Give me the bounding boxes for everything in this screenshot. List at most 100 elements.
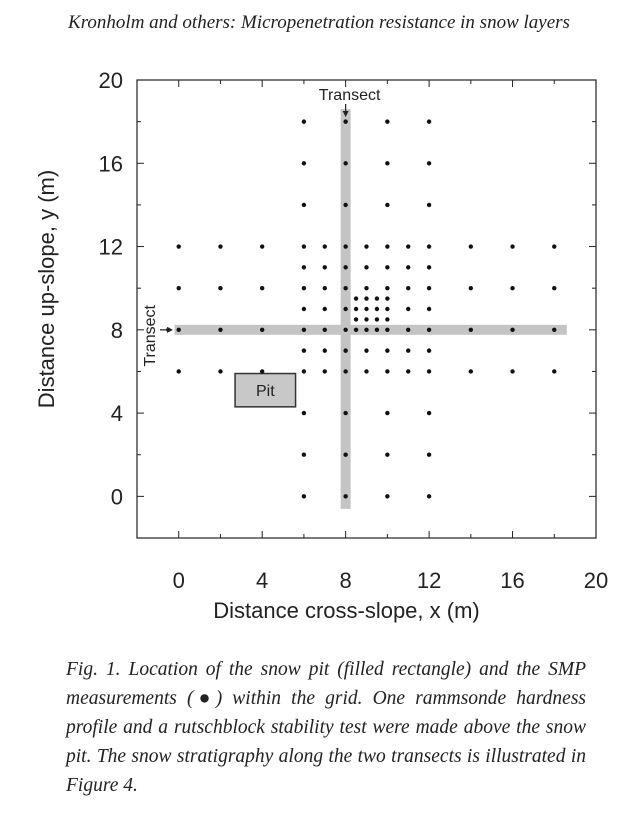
- smp-point: [176, 327, 181, 333]
- smp-point: [343, 265, 348, 270]
- smp-point: [353, 317, 359, 322]
- smp-point: [353, 306, 359, 312]
- smp-point: [364, 244, 369, 249]
- smp-point: [385, 119, 390, 124]
- smp-point: [426, 265, 432, 270]
- smp-points: [166, 119, 557, 499]
- smp-point: [406, 285, 411, 291]
- figure-caption: Fig. 1. Location of the snow pit (filled…: [66, 659, 586, 796]
- smp-point: [353, 296, 359, 301]
- smp-point: [176, 285, 181, 291]
- smp-point: [385, 306, 390, 312]
- smp-point: [322, 369, 327, 374]
- y-axis-title: Distance up-slope, y (m): [34, 170, 59, 408]
- smp-point: [406, 327, 411, 333]
- x-tick-label: 4: [256, 568, 268, 593]
- smp-point: [385, 317, 390, 322]
- plot-border: [136, 79, 597, 539]
- smp-point: [385, 327, 390, 333]
- plot-frame: [136, 79, 597, 539]
- pit-label: Pit: [256, 383, 275, 400]
- smp-point: [406, 369, 411, 374]
- smp-point: [301, 306, 307, 312]
- smp-point: [406, 244, 411, 249]
- smp-point: [468, 369, 474, 374]
- snow-grid-scatter-plot: Pit Transect Transect 0 4 8 12 16 20 0 4 8 12 16 20 Di…: [34, 68, 608, 623]
- vertical-transect-arrowhead: [342, 111, 349, 117]
- smp-point: [218, 244, 223, 249]
- smp-point: [364, 317, 369, 322]
- smp-point: [364, 265, 369, 270]
- smp-point: [301, 202, 307, 208]
- smp-point: [301, 452, 307, 457]
- smp-point: [552, 244, 557, 249]
- y-tick-label: 4: [111, 401, 123, 426]
- x-tick-label: 0: [173, 568, 185, 593]
- smp-point: [364, 296, 369, 301]
- transect-bands: [174, 109, 567, 509]
- smp-point: [259, 244, 265, 249]
- smp-point: [385, 161, 390, 166]
- smp-point: [406, 306, 411, 312]
- smp-point: [301, 348, 307, 353]
- horizontal-transect-arrowhead: [167, 326, 173, 333]
- smp-point: [385, 244, 390, 249]
- smp-point: [343, 327, 348, 333]
- x-tick-label: 12: [417, 568, 441, 593]
- smp-point: [406, 348, 411, 353]
- horizontal-transect-band: [174, 324, 567, 335]
- smp-point: [218, 327, 223, 333]
- smp-point: [322, 244, 327, 249]
- smp-point: [259, 369, 265, 374]
- smp-point: [301, 494, 307, 499]
- smp-point: [385, 452, 390, 457]
- smp-point: [552, 327, 557, 333]
- smp-point: [353, 327, 359, 333]
- smp-point: [510, 285, 515, 291]
- smp-point: [176, 244, 181, 249]
- smp-point: [176, 369, 181, 374]
- snow-pit: Pit: [234, 372, 297, 408]
- smp-point: [364, 306, 369, 312]
- smp-point: [343, 306, 348, 312]
- smp-point: [374, 317, 380, 322]
- smp-point: [343, 410, 348, 416]
- smp-point: [426, 161, 432, 166]
- smp-point: [385, 202, 390, 208]
- smp-point: [343, 452, 348, 457]
- smp-point: [426, 348, 432, 353]
- smp-point: [374, 296, 380, 301]
- x-axis-title: Distance cross-slope, x (m): [213, 598, 480, 623]
- smp-point: [364, 285, 369, 291]
- smp-point: [218, 285, 223, 291]
- smp-point: [301, 410, 307, 416]
- smp-point: [364, 348, 369, 353]
- smp-point: [552, 285, 557, 291]
- smp-point: [343, 119, 348, 124]
- smp-point: [510, 369, 515, 374]
- smp-point: [426, 202, 432, 208]
- smp-point: [343, 348, 348, 353]
- smp-point: [301, 161, 307, 166]
- pit-rectangle: [234, 372, 297, 408]
- smp-point: [364, 327, 369, 333]
- smp-point: [301, 369, 307, 374]
- smp-point: [385, 265, 390, 270]
- smp-point: [322, 348, 327, 353]
- smp-point: [426, 244, 432, 249]
- smp-point: [259, 285, 265, 291]
- smp-point: [385, 348, 390, 353]
- smp-point: [385, 494, 390, 499]
- smp-point: [385, 369, 390, 374]
- smp-point: [322, 306, 327, 312]
- smp-point: [343, 202, 348, 208]
- vertical-transect-label: Transect: [319, 87, 381, 104]
- x-tick-label: 8: [340, 568, 352, 593]
- smp-point: [426, 494, 432, 499]
- smp-point: [343, 285, 348, 291]
- smp-point: [343, 494, 348, 499]
- smp-point: [343, 369, 348, 374]
- smp-point: [468, 285, 474, 291]
- y-tick-label: 8: [111, 318, 123, 343]
- smp-point: [343, 161, 348, 166]
